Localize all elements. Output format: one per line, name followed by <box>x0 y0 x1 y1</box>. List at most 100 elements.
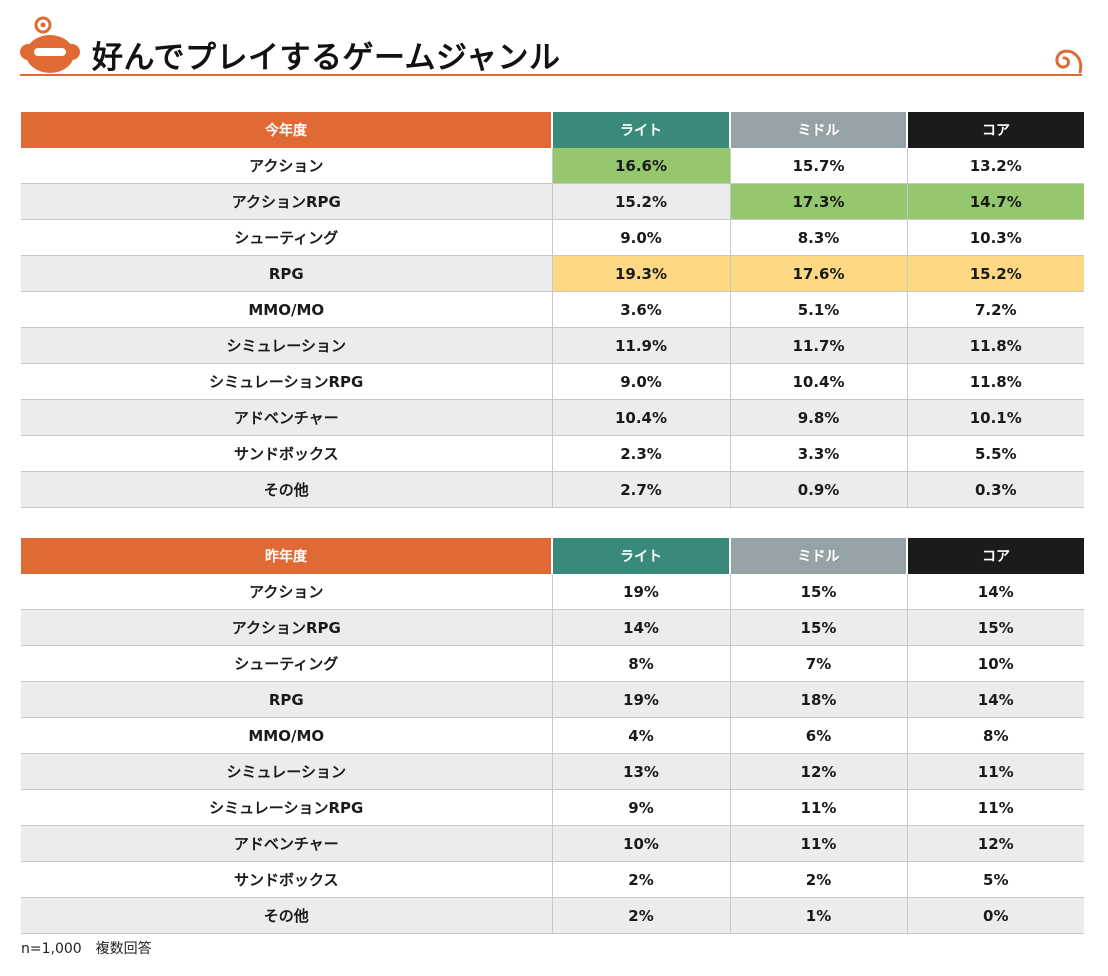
core-cell: 7.2% <box>906 291 1084 328</box>
core-cell: 14% <box>906 681 1084 718</box>
title-bar: 好んでプレイするゲームジャンル <box>20 14 1088 78</box>
middle-cell: 7% <box>729 645 907 682</box>
last-year-table: 昨年度 ライト ミドル コア アクション 19% 15% 14% アクションRP… <box>21 538 1084 934</box>
table-row: サンドボックス 2.3% 3.3% 5.5% <box>21 435 1084 472</box>
middle-cell: 17.3% <box>729 183 907 220</box>
light-cell: 13% <box>551 753 730 790</box>
table-row: MMO/MO 3.6% 5.1% 7.2% <box>21 291 1084 328</box>
core-cell: 5% <box>906 861 1084 898</box>
middle-cell: 17.6% <box>729 255 907 292</box>
core-cell: 11.8% <box>906 327 1084 364</box>
title-underline <box>20 74 1082 76</box>
middle-cell: 11% <box>729 789 907 826</box>
genre-cell: アクション <box>21 148 552 184</box>
table-row: シューティング 8% 7% 10% <box>21 645 1084 682</box>
header-core: コア <box>906 112 1084 148</box>
genre-cell: シミュレーション <box>21 753 552 790</box>
light-cell: 14% <box>551 609 730 646</box>
core-cell: 14% <box>906 574 1084 610</box>
core-cell: 13.2% <box>906 148 1084 184</box>
this-year-table: 今年度 ライト ミドル コア アクション 16.6% 15.7% 13.2% ア… <box>21 112 1084 508</box>
middle-cell: 11.7% <box>729 327 907 364</box>
middle-cell: 8.3% <box>729 219 907 256</box>
mascot-icon <box>20 16 80 73</box>
middle-cell: 1% <box>729 897 907 934</box>
core-cell: 8% <box>906 717 1084 754</box>
table-row: シミュレーションRPG 9% 11% 11% <box>21 789 1084 826</box>
core-cell: 11% <box>906 789 1084 826</box>
genre-cell: アクションRPG <box>21 183 552 220</box>
header-middle: ミドル <box>729 538 907 574</box>
middle-cell: 10.4% <box>729 363 907 400</box>
core-cell: 14.7% <box>906 183 1084 220</box>
genre-cell: シミュレーション <box>21 327 552 364</box>
header-middle: ミドル <box>729 112 907 148</box>
header-light: ライト <box>551 112 730 148</box>
genre-cell: MMO/MO <box>21 717 552 754</box>
table-row: シミュレーションRPG 9.0% 10.4% 11.8% <box>21 363 1084 400</box>
light-cell: 2.3% <box>551 435 730 472</box>
genre-cell: サンドボックス <box>21 435 552 472</box>
middle-cell: 11% <box>729 825 907 862</box>
genre-cell: シミュレーションRPG <box>21 363 552 400</box>
table-row: アクションRPG 14% 15% 15% <box>21 609 1084 646</box>
light-cell: 2% <box>551 897 730 934</box>
core-cell: 10% <box>906 645 1084 682</box>
table-row: その他 2% 1% 0% <box>21 897 1084 934</box>
core-cell: 15.2% <box>906 255 1084 292</box>
genre-cell: サンドボックス <box>21 861 552 898</box>
light-cell: 9% <box>551 789 730 826</box>
middle-cell: 15.7% <box>729 148 907 184</box>
core-cell: 15% <box>906 609 1084 646</box>
core-cell: 0% <box>906 897 1084 934</box>
light-cell: 3.6% <box>551 291 730 328</box>
header-period: 昨年度 <box>21 538 552 574</box>
table-row: アクションRPG 15.2% 17.3% 14.7% <box>21 183 1084 220</box>
middle-cell: 3.3% <box>729 435 907 472</box>
genre-cell: シューティング <box>21 219 552 256</box>
genre-cell: その他 <box>21 897 552 934</box>
genre-cell: RPG <box>21 255 552 292</box>
table-row: シューティング 9.0% 8.3% 10.3% <box>21 219 1084 256</box>
light-cell: 19% <box>551 681 730 718</box>
light-cell: 4% <box>551 717 730 754</box>
table-row: その他 2.7% 0.9% 0.3% <box>21 471 1084 508</box>
genre-cell: シューティング <box>21 645 552 682</box>
core-cell: 10.3% <box>906 219 1084 256</box>
light-cell: 19% <box>551 574 730 610</box>
table-row: MMO/MO 4% 6% 8% <box>21 717 1084 754</box>
table-row: サンドボックス 2% 2% 5% <box>21 861 1084 898</box>
middle-cell: 2% <box>729 861 907 898</box>
genre-cell: その他 <box>21 471 552 508</box>
genre-cell: アクション <box>21 574 552 610</box>
light-cell: 9.0% <box>551 219 730 256</box>
middle-cell: 18% <box>729 681 907 718</box>
middle-cell: 15% <box>729 609 907 646</box>
genre-cell: シミュレーションRPG <box>21 789 552 826</box>
table-row: アドベンチャー 10% 11% 12% <box>21 825 1084 862</box>
core-cell: 12% <box>906 825 1084 862</box>
header-core: コア <box>906 538 1084 574</box>
header-row: 今年度 ライト ミドル コア <box>21 112 1084 148</box>
header-row: 昨年度 ライト ミドル コア <box>21 538 1084 574</box>
light-cell: 9.0% <box>551 363 730 400</box>
core-cell: 11% <box>906 753 1084 790</box>
core-cell: 0.3% <box>906 471 1084 508</box>
light-cell: 2% <box>551 861 730 898</box>
genre-cell: アドベンチャー <box>21 825 552 862</box>
genre-cell: アドベンチャー <box>21 399 552 436</box>
light-cell: 15.2% <box>551 183 730 220</box>
genre-cell: MMO/MO <box>21 291 552 328</box>
genre-cell: アクションRPG <box>21 609 552 646</box>
middle-cell: 0.9% <box>729 471 907 508</box>
table-row: アクション 16.6% 15.7% 13.2% <box>21 148 1084 184</box>
table-row: シミュレーション 11.9% 11.7% 11.8% <box>21 327 1084 364</box>
table-row: アクション 19% 15% 14% <box>21 574 1084 610</box>
light-cell: 8% <box>551 645 730 682</box>
table-row: RPG 19% 18% 14% <box>21 681 1084 718</box>
middle-cell: 6% <box>729 717 907 754</box>
middle-cell: 12% <box>729 753 907 790</box>
core-cell: 10.1% <box>906 399 1084 436</box>
table-row: RPG 19.3% 17.6% 15.2% <box>21 255 1084 292</box>
light-cell: 19.3% <box>551 255 730 292</box>
